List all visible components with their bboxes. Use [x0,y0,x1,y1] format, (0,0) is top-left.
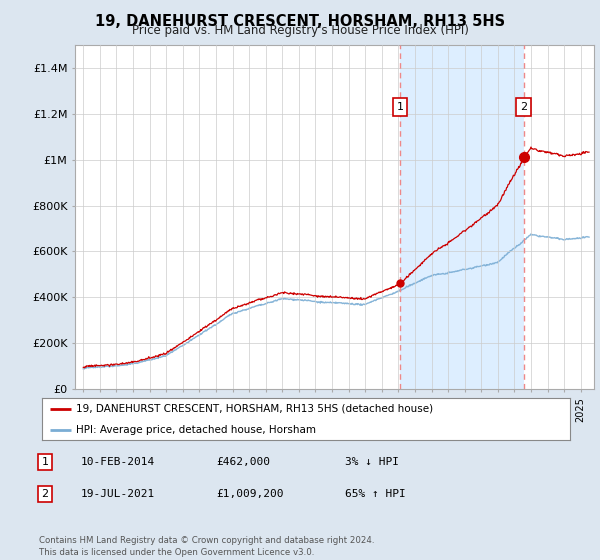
Text: Contains HM Land Registry data © Crown copyright and database right 2024.
This d: Contains HM Land Registry data © Crown c… [39,536,374,557]
Text: 19, DANEHURST CRESCENT, HORSHAM, RH13 5HS: 19, DANEHURST CRESCENT, HORSHAM, RH13 5H… [95,14,505,29]
Text: 1: 1 [41,457,49,467]
Text: 65% ↑ HPI: 65% ↑ HPI [345,489,406,499]
Text: 2: 2 [520,102,527,112]
Text: 1: 1 [397,102,403,112]
Text: 19, DANEHURST CRESCENT, HORSHAM, RH13 5HS (detached house): 19, DANEHURST CRESCENT, HORSHAM, RH13 5H… [76,404,433,414]
Text: 19-JUL-2021: 19-JUL-2021 [81,489,155,499]
Text: HPI: Average price, detached house, Horsham: HPI: Average price, detached house, Hors… [76,426,316,435]
Text: 2: 2 [41,489,49,499]
Text: Price paid vs. HM Land Registry's House Price Index (HPI): Price paid vs. HM Land Registry's House … [131,24,469,37]
Text: £1,009,200: £1,009,200 [216,489,284,499]
Text: 10-FEB-2014: 10-FEB-2014 [81,457,155,467]
Text: £462,000: £462,000 [216,457,270,467]
Bar [400,45,524,389]
Text: 3% ↓ HPI: 3% ↓ HPI [345,457,399,467]
